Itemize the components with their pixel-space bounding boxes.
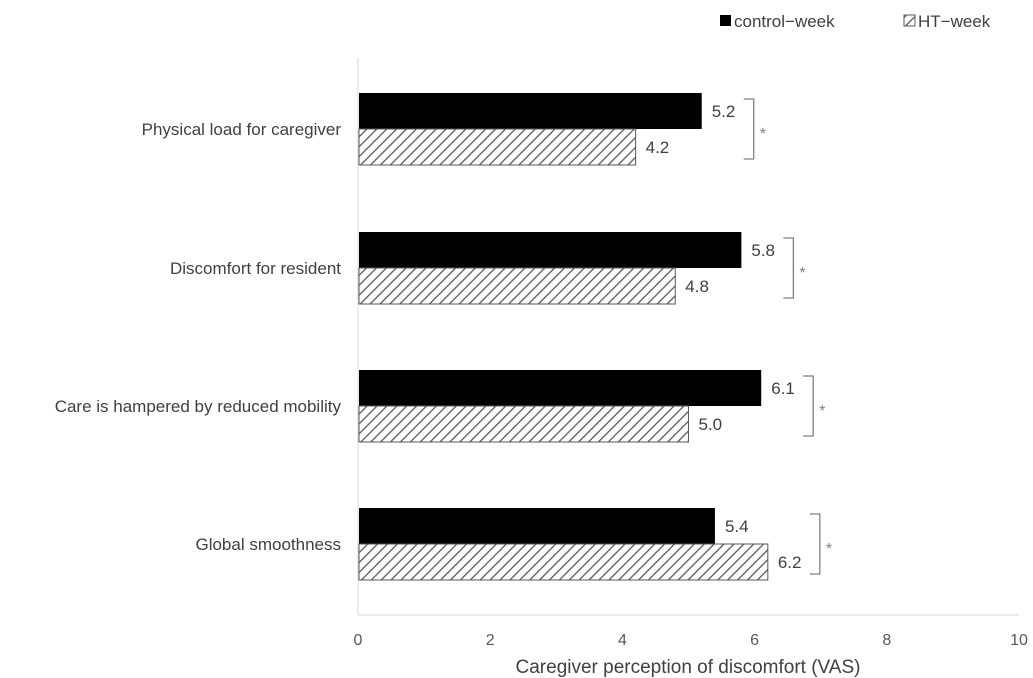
legend: control−week HT−week xyxy=(720,12,991,31)
x-tick-label: 6 xyxy=(750,632,759,649)
bar-ht-week xyxy=(358,405,689,443)
bar-ht-week xyxy=(358,267,676,305)
plot-area: 0 2 4 6 8 10 Physical load for caregiver 5.2 4.2… xyxy=(55,58,1028,649)
bar-control-week xyxy=(359,93,702,129)
x-tick-label: 4 xyxy=(618,632,627,649)
significance-star: * xyxy=(799,265,805,282)
significance-bracket xyxy=(803,375,814,437)
significance-bracket xyxy=(783,237,795,299)
data-label: 5.2 xyxy=(712,102,736,121)
significance-star: * xyxy=(826,541,832,558)
bar-control-week xyxy=(359,232,742,268)
x-tick-label: 0 xyxy=(354,632,363,649)
x-tick-label: 2 xyxy=(486,632,495,649)
x-axis-title: Caregiver perception of discomfort (VAS) xyxy=(516,657,861,678)
x-tick-label: 10 xyxy=(1010,632,1028,649)
data-label: 4.2 xyxy=(646,138,670,157)
significance-star: * xyxy=(760,126,766,143)
significance-bracket xyxy=(809,513,821,575)
bar-control-week xyxy=(359,370,762,406)
category-label: Global smoothness xyxy=(195,535,341,554)
x-tick-label: 8 xyxy=(882,632,891,649)
category-label: Discomfort for resident xyxy=(170,259,341,278)
significance-bracket xyxy=(743,98,755,160)
legend-swatch-control-week xyxy=(720,15,731,26)
data-label: 6.1 xyxy=(771,379,795,398)
category-label: Physical load for caregiver xyxy=(142,120,342,139)
data-label: 5.4 xyxy=(725,517,749,536)
legend-label-ht-week: HT−week xyxy=(918,12,991,31)
data-label: 5.0 xyxy=(699,415,723,434)
bar-ht-week xyxy=(358,128,637,166)
significance-star: * xyxy=(819,403,825,420)
bar-ht-week xyxy=(358,543,769,581)
category-label: Care is hampered by reduced mobility xyxy=(55,397,342,416)
bar-control-week xyxy=(359,508,715,544)
data-label: 5.8 xyxy=(751,241,775,260)
legend-label-control-week: control−week xyxy=(734,12,835,31)
data-label: 6.2 xyxy=(778,553,802,572)
data-label: 4.8 xyxy=(685,277,709,296)
legend-swatch-ht-week xyxy=(903,14,916,27)
